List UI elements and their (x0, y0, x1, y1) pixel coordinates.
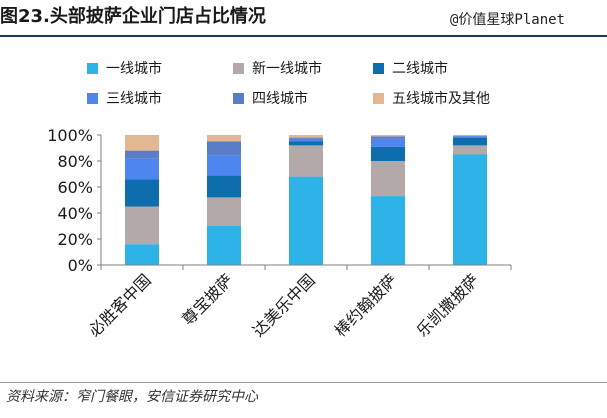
y-tick-label: 0% (68, 256, 93, 275)
bar-segment (371, 196, 405, 265)
bar-segment (371, 146, 405, 161)
legend-label: 四线城市 (252, 90, 308, 107)
bar-segment (125, 135, 159, 151)
x-tick-label: 必胜客中国 (85, 270, 155, 340)
legend-swatch (373, 93, 384, 104)
x-tick-label: 棒约翰披萨 (331, 270, 401, 340)
bar-segment (371, 136, 405, 139)
bars (125, 135, 487, 265)
title-divider (0, 35, 607, 37)
bar-segment (289, 137, 323, 139)
y-tick-label: 20% (57, 230, 93, 249)
legend-label: 三线城市 (106, 90, 162, 107)
legend-swatch (373, 63, 384, 74)
y-tick-label: 100% (47, 126, 93, 145)
y-tick-label: 80% (57, 152, 93, 171)
legend-swatch (233, 63, 244, 74)
bar-segment (125, 206, 159, 245)
bar-segment (125, 158, 159, 180)
x-axis: 必胜客中国 尊宝披萨 达美乐中国 棒约翰披萨 乐凯撒披萨 (85, 264, 512, 340)
legend-swatch (87, 63, 98, 74)
chart-title: 图23.头部披萨企业门店占比情况 (0, 6, 266, 27)
bar-segment (125, 244, 159, 265)
bar-segment (453, 137, 487, 146)
bar-segment (207, 141, 241, 156)
bar-segment (207, 175, 241, 198)
bar-segment (207, 226, 241, 265)
x-tick-label: 乐凯撒披萨 (413, 270, 483, 340)
bar-segment (371, 135, 405, 137)
bar-segment (453, 145, 487, 155)
bar-segment (125, 150, 159, 159)
legend-label: 新一线城市 (252, 60, 322, 77)
bar-segment (289, 135, 323, 138)
watermark: @价值星球Planet (449, 12, 565, 28)
bar-segment (371, 161, 405, 197)
bar-segment (289, 138, 323, 142)
y-axis: 0% 20% 40% 60% 80% 100% (47, 126, 102, 275)
bar-segment (207, 135, 241, 142)
legend-swatch (233, 93, 244, 104)
legend-swatch (87, 93, 98, 104)
bar-segment (453, 136, 487, 138)
bar-segment (453, 154, 487, 265)
y-tick-label: 40% (57, 204, 93, 223)
bar-segment (289, 176, 323, 265)
bar-segment (453, 135, 487, 137)
legend-label: 二线城市 (392, 60, 448, 77)
x-tick-label: 尊宝披萨 (178, 270, 237, 329)
bar-segment (289, 145, 323, 177)
bar-segment (371, 138, 405, 147)
y-tick-label: 60% (57, 178, 93, 197)
bar-segment (207, 197, 241, 226)
bar-segment (289, 141, 323, 146)
source-note: 资料来源：窄门餐眼，安信证券研究中心 (6, 389, 258, 405)
footer-divider (0, 382, 607, 383)
legend-label: 一线城市 (106, 60, 162, 77)
bar-segment (207, 155, 241, 176)
bar-segment (125, 179, 159, 207)
legend-label: 五线城市及其他 (392, 90, 490, 107)
x-tick-label: 达美乐中国 (249, 270, 319, 340)
bar-segment (453, 135, 487, 136)
